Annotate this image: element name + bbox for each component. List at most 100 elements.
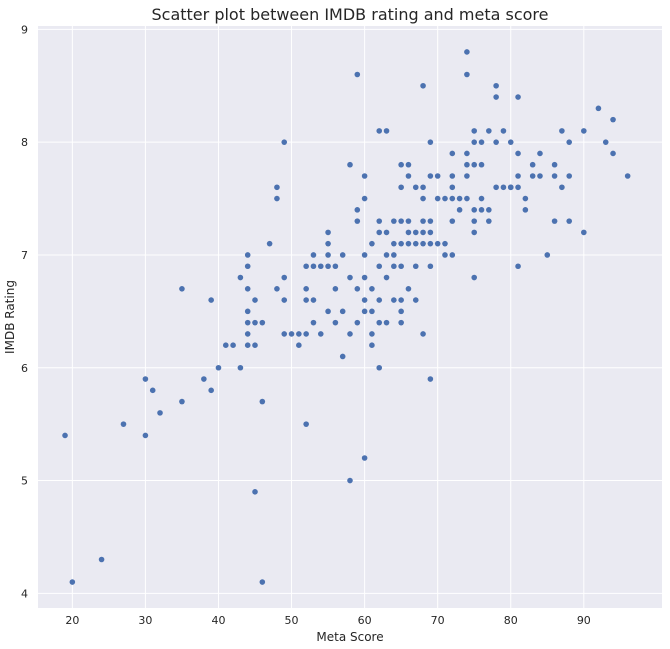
scatter-point	[98, 556, 105, 563]
data-points	[62, 49, 631, 585]
scatter-point	[471, 128, 478, 134]
scatter-point	[347, 477, 353, 484]
scatter-point	[398, 161, 404, 168]
scatter-point	[442, 195, 448, 202]
scatter-point	[522, 195, 529, 202]
scatter-point	[310, 319, 317, 326]
scatter-point	[281, 331, 288, 337]
scatter-point	[449, 252, 456, 258]
scatter-point	[215, 364, 222, 371]
scatter-point	[222, 342, 229, 348]
scatter-point	[566, 173, 573, 179]
scatter-point	[376, 218, 383, 224]
scatter-point	[471, 207, 478, 213]
scatter-point	[449, 173, 456, 179]
scatter-point	[515, 94, 521, 100]
scatter-point	[595, 105, 602, 112]
scatter-point	[434, 240, 441, 247]
scatter-point	[427, 263, 434, 270]
scatter-point	[515, 263, 521, 270]
scatter-point	[507, 184, 514, 191]
x-tick-label: 20	[65, 614, 79, 627]
scatter-point	[398, 297, 404, 303]
scatter-point	[486, 128, 492, 134]
x-tick-label: 50	[285, 614, 299, 627]
scatter-point	[420, 184, 426, 191]
scatter-point	[471, 139, 478, 145]
scatter-point	[427, 229, 434, 236]
scatter-point	[420, 82, 426, 89]
scatter-point	[259, 579, 266, 585]
scatter-point	[354, 71, 361, 78]
scatter-point	[339, 252, 346, 258]
scatter-point	[383, 229, 390, 236]
scatter-point	[471, 161, 478, 168]
scatter-point	[244, 286, 251, 292]
scatter-point	[398, 240, 404, 247]
scatter-point	[142, 432, 149, 439]
scatter-point	[559, 128, 565, 134]
scatter-point	[610, 150, 616, 157]
scatter-point	[274, 184, 280, 191]
scatter-point	[405, 218, 412, 224]
scatter-point	[464, 71, 470, 78]
y-tick-label: 6	[21, 362, 28, 375]
scatter-point	[339, 353, 346, 360]
scatter-point	[303, 331, 309, 337]
scatter-point	[544, 252, 551, 258]
scatter-point	[537, 150, 543, 157]
scatter-point	[427, 376, 434, 382]
scatter-point	[376, 263, 383, 270]
scatter-point	[244, 252, 251, 258]
scatter-point	[398, 319, 404, 326]
scatter-point	[412, 297, 419, 303]
scatter-point	[244, 342, 251, 348]
scatter-point	[522, 207, 529, 213]
scatter-point	[581, 229, 587, 236]
scatter-point	[244, 308, 251, 315]
scatter-point	[493, 94, 499, 100]
scatter-point	[500, 128, 507, 134]
scatter-point	[449, 195, 456, 202]
scatter-point	[252, 297, 258, 303]
y-tick-label: 8	[21, 136, 28, 149]
scatter-point	[369, 286, 375, 292]
scatter-point	[383, 274, 390, 281]
scatter-point	[581, 128, 587, 134]
scatter-point	[449, 150, 456, 157]
scatter-point	[179, 286, 185, 292]
scatter-point	[361, 252, 368, 258]
scatter-point	[405, 173, 412, 179]
scatter-point	[332, 263, 339, 270]
scatter-point	[361, 173, 368, 179]
scatter-point	[303, 286, 309, 292]
scatter-point	[391, 263, 397, 270]
scatter-point	[449, 184, 456, 191]
scatter-point	[347, 161, 353, 168]
scatter-point	[208, 387, 214, 394]
scatter-point	[296, 342, 302, 348]
scatter-point	[69, 579, 76, 585]
scatter-point	[179, 398, 185, 405]
scatter-point	[274, 195, 280, 202]
scatter-point	[142, 376, 149, 382]
scatter-point	[398, 308, 404, 315]
scatter-point	[274, 286, 280, 292]
scatter-point	[486, 207, 492, 213]
scatter-point	[325, 252, 331, 258]
scatter-point	[303, 297, 309, 303]
x-tick-label: 90	[577, 614, 591, 627]
scatter-point	[566, 139, 573, 145]
scatter-point	[347, 331, 353, 337]
scatter-point	[405, 229, 412, 236]
scatter-point	[478, 207, 485, 213]
scatter-point	[391, 240, 397, 247]
scatter-point	[405, 161, 412, 168]
scatter-point	[62, 432, 68, 439]
scatter-point	[354, 207, 361, 213]
scatter-point	[252, 489, 258, 495]
y-tick-label: 7	[21, 249, 28, 262]
scatter-point	[376, 128, 383, 134]
scatter-point	[361, 308, 368, 315]
scatter-point	[464, 49, 470, 55]
